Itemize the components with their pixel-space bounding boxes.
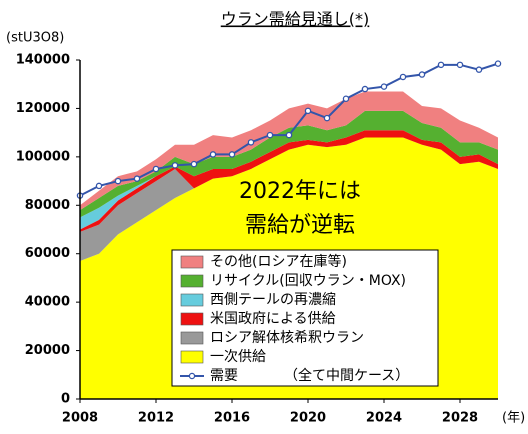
legend-label: 西側テールの再濃縮 <box>210 292 336 308</box>
y-tick-label: 140000 <box>16 53 70 68</box>
demand-marker <box>266 131 274 139</box>
demand-marker <box>285 131 293 139</box>
y-tick-label: 60000 <box>25 246 70 261</box>
demand-marker <box>494 60 502 67</box>
legend-swatch <box>180 293 204 307</box>
y-tick-label: 40000 <box>25 295 70 310</box>
x-tick-label: 2028 <box>442 411 478 426</box>
y-tick-label: 0 <box>61 392 70 407</box>
legend-label: ロシア解体核希釈ウラン <box>210 330 364 346</box>
x-tick-label: 2016 <box>214 411 250 426</box>
legend-label: 需要 <box>210 368 238 384</box>
x-tick-label: 2020 <box>290 411 326 426</box>
demand-marker <box>228 151 236 158</box>
demand-marker <box>342 95 350 102</box>
legend-swatch <box>180 350 204 364</box>
legend-swatch <box>180 274 204 288</box>
y-axis-label: (stU3O8) <box>6 31 64 46</box>
demand-marker <box>190 160 198 168</box>
y-tick-label: 100000 <box>16 149 70 164</box>
demand-marker <box>323 114 331 122</box>
demand-marker <box>418 71 426 78</box>
x-tick-label: 2024 <box>366 411 402 426</box>
legend-note: （全て中間ケース） <box>284 367 409 384</box>
legend-marker <box>188 372 196 380</box>
demand-marker <box>114 177 122 185</box>
legend-label: その他(ロシア在庫等) <box>210 253 347 270</box>
legend-box <box>171 249 439 387</box>
demand-marker <box>456 61 464 69</box>
demand-marker <box>171 162 179 169</box>
demand-marker <box>152 165 160 173</box>
demand-marker <box>95 182 103 190</box>
x-axis-label: (年) <box>502 411 525 426</box>
y-tick-label: 80000 <box>25 198 70 213</box>
area <box>80 137 498 261</box>
demand-marker <box>361 85 369 93</box>
annotation: 需給が逆転 <box>245 213 355 238</box>
demand-marker <box>247 139 255 146</box>
legend-label: 一次供給 <box>210 349 266 365</box>
demand-marker <box>399 73 407 81</box>
legend-label: リサイクル(回収ウラン・MOX) <box>210 273 406 289</box>
x-tick-label: 2008 <box>62 411 98 426</box>
y-tick-label: 20000 <box>25 343 70 358</box>
legend-swatch <box>180 331 204 345</box>
chart-title: ウラン需給見通し(*) <box>221 10 370 29</box>
legend-label: 米国政府による供給 <box>210 311 336 327</box>
demand-marker <box>475 66 483 73</box>
demand-marker <box>437 61 445 69</box>
legend-swatch <box>180 255 204 269</box>
demand-marker <box>380 83 388 90</box>
x-tick-label: 2012 <box>138 411 174 426</box>
y-tick-label: 120000 <box>16 101 70 116</box>
demand-marker <box>133 175 141 182</box>
demand-marker <box>209 151 217 158</box>
demand-marker <box>304 107 312 115</box>
annotation: 2022年には <box>239 179 361 204</box>
area <box>80 91 498 211</box>
legend-swatch <box>180 312 204 326</box>
